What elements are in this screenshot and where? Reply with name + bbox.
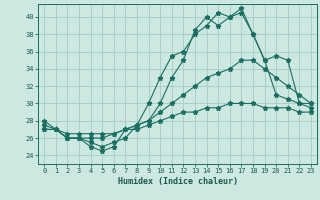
X-axis label: Humidex (Indice chaleur): Humidex (Indice chaleur): [118, 177, 238, 186]
